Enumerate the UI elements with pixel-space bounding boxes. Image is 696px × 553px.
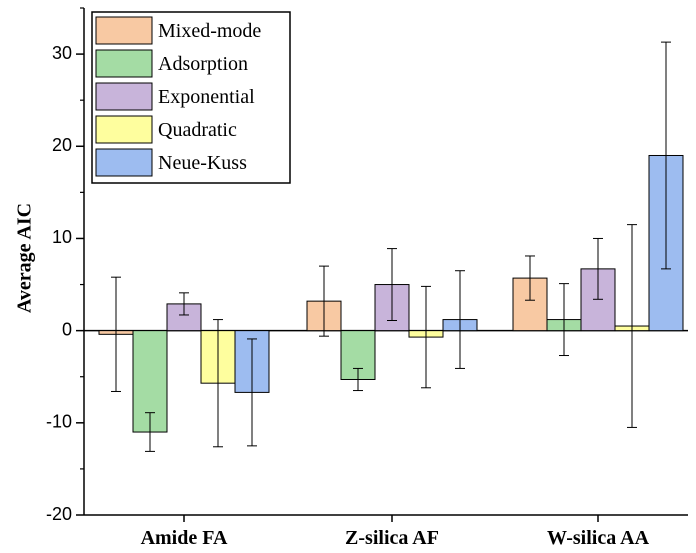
y-tick-label: 0 [62,319,72,339]
legend-label: Neue-Kuss [158,152,247,174]
legend-swatch [95,16,153,45]
y-axis: -20 -10 0 10 20 30 [46,7,85,524]
y-axis-label: Average AIC [14,203,36,313]
legend-label: Quadratic [158,119,237,141]
y-tick-label: 20 [52,135,72,155]
legend-label: Exponential [158,86,255,108]
x-tick-label: Amide FA [141,527,228,549]
bar [166,303,202,332]
y-tick-label: -10 [46,412,72,432]
y-tick-label: 10 [52,227,72,247]
x-axis: Amide FA Z-silica AF W-silica AA [84,514,688,549]
legend-swatch [95,49,153,78]
y-tick-label: -20 [46,504,72,524]
legend: Mixed-mode Adsorption Exponential Quadratic… [91,11,291,184]
legend-swatch [95,115,153,144]
legend-swatch [95,82,153,111]
y-tick-label: 30 [52,43,72,63]
plot-area [84,41,688,452]
legend-label: Mixed-mode [158,20,261,42]
x-tick-label: Z-silica AF [345,527,439,549]
x-tick-label: W-silica AA [547,527,650,549]
legend-swatch [95,148,153,177]
legend-label: Adsorption [158,53,248,75]
